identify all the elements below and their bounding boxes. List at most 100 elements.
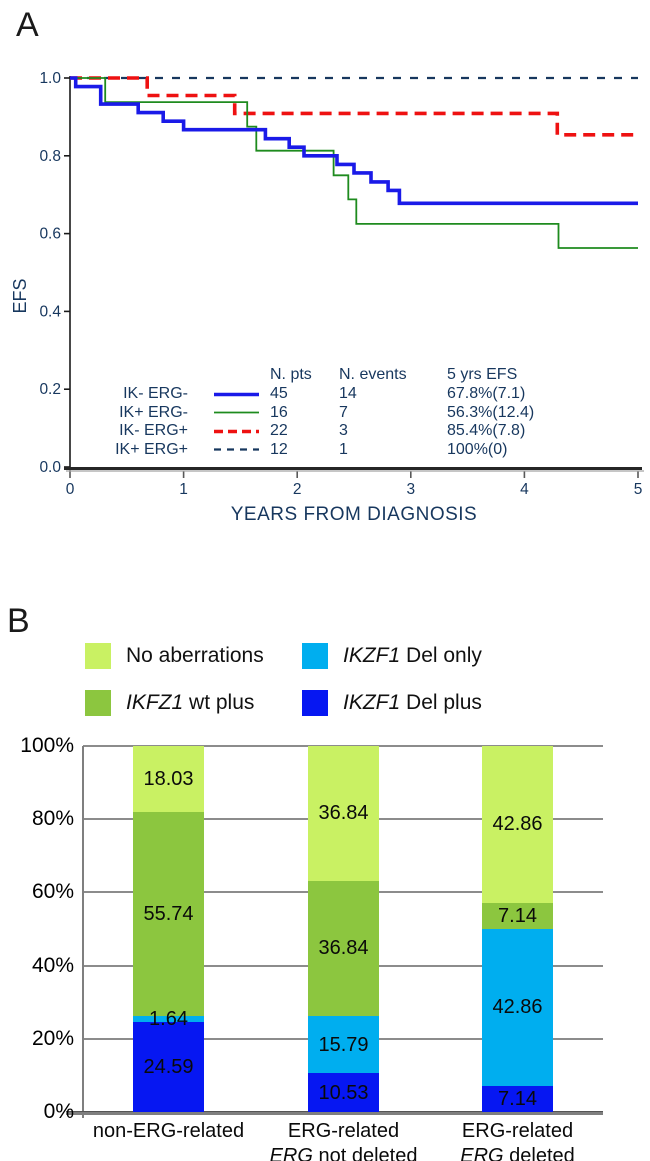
legend-header-row: N. pts N. events 5 yrs EFS — [110, 364, 550, 385]
legend-swatch — [302, 643, 328, 669]
legend-col-header: N. pts — [270, 365, 312, 383]
km-curve — [70, 76, 638, 137]
y-tick-label: 0.4 — [39, 303, 61, 320]
legend-efs: 100%(0) — [447, 440, 508, 458]
legend-line-sample — [188, 445, 270, 454]
bar-value-label: 24.59 — [143, 1056, 194, 1078]
y-axis — [82, 746, 84, 1118]
legend-n-pts: 16 — [270, 403, 288, 421]
bar-segment — [308, 746, 379, 881]
y-tick-label: 0.2 — [39, 381, 61, 398]
bar-value-label: 42.86 — [492, 813, 543, 836]
x-tick-label: 0 — [66, 481, 75, 498]
bar-value-label: 36.84 — [318, 937, 369, 960]
legend-row: IK- ERG- 45 14 67.8%(7.1) — [110, 385, 550, 404]
bar-segment — [133, 1022, 204, 1112]
legend-swatch — [85, 690, 111, 716]
legend-row: IK+ ERG+ 12 1 100%(0) — [110, 441, 550, 460]
category-label: ERG-related ERG deleted — [460, 1120, 575, 1161]
bar-value-label: 36.84 — [318, 802, 369, 825]
bar-value-label: 55.74 — [143, 902, 194, 925]
bar-value-label: 15.79 — [318, 1033, 369, 1056]
legend-n-events: 14 — [339, 385, 357, 403]
category-label: non-ERG-related — [92, 1120, 245, 1142]
bar-segment — [308, 1073, 379, 1112]
km-legend: N. pts N. events 5 yrs EFS IK- ERG- 45 14 67.8… — [110, 364, 550, 459]
bar-value-label: 42.86 — [492, 996, 543, 1019]
y-tick-label: 0.6 — [39, 226, 61, 243]
legend-row: IK+ ERG- 16 7 56.3%(12.4) — [110, 404, 550, 423]
legend-n-pts: 45 — [270, 385, 288, 403]
bar-value-label: 7.14 — [498, 1087, 537, 1110]
legend-row: IK- ERG+ 22 3 85.4%(7.8) — [110, 422, 550, 441]
y-tick-label: 100% — [20, 734, 74, 757]
x-tick-label: 3 — [406, 481, 415, 498]
legend-series-label: IK+ ERG+ — [115, 440, 188, 458]
legend-efs: 67.8%(7.1) — [447, 385, 526, 403]
bar-segment — [133, 746, 204, 812]
y-tick-label: 20% — [31, 1026, 74, 1050]
y-tick-label: 0.0 — [39, 459, 61, 476]
legend-n-pts: 12 — [270, 440, 288, 458]
bar-segment — [133, 1015, 204, 1022]
bar-segment — [482, 929, 553, 1086]
legend-col-header: N. events — [339, 365, 407, 383]
y-axis-title: EFS — [10, 278, 30, 313]
legend-item: IKZF1 Del only — [302, 643, 482, 669]
y-tick-label: 1.0 — [39, 70, 61, 87]
x-tick-label: 2 — [293, 481, 302, 498]
bar-segment — [482, 1085, 553, 1112]
legend-line-sample — [188, 390, 270, 399]
legend-swatch — [302, 690, 328, 716]
panel-a-label: A — [16, 6, 39, 44]
bar-plot: 0% 20% 40% 60% 80% 100% 24.59 1.64 55.74 18.03 10.… — [0, 590, 650, 1161]
panel-b-label: B — [7, 602, 30, 640]
legend-n-events: 3 — [339, 422, 348, 440]
bar-segment — [308, 1015, 379, 1074]
x-tick-label: 1 — [179, 481, 188, 498]
x-tick-label: 4 — [520, 481, 529, 498]
bar-legend: No aberrations IKZF1 Del only IKFZ1 wt plu… — [85, 643, 482, 716]
panel-a: A 0.0 0.2 0.4 0.6 0.8 1.0 0 1 2 3 4 5 EFS YEARS FROM … — [0, 0, 650, 560]
bar-segment — [308, 880, 379, 1016]
y-tick-label: 80% — [31, 807, 74, 831]
legend-n-events: 1 — [339, 440, 348, 458]
y-tick-label: 60% — [31, 880, 74, 904]
legend-label: IKFZ1 wt plus — [126, 691, 255, 714]
legend-item: IKZF1 Del plus — [302, 690, 482, 716]
y-tick-label: 0% — [43, 1100, 74, 1123]
bar-segment — [482, 902, 553, 929]
bar-value-label: 10.53 — [318, 1081, 369, 1104]
legend-label: IKZF1 Del only — [343, 644, 482, 667]
y-tick-label: 0.8 — [39, 148, 61, 165]
y-tick-label: 40% — [31, 953, 74, 977]
km-curve — [70, 77, 638, 249]
legend-item: IKFZ1 wt plus — [85, 690, 302, 716]
legend-line-sample — [188, 408, 270, 417]
legend-n-events: 7 — [339, 403, 348, 421]
legend-label: No aberrations — [126, 644, 264, 667]
legend-efs: 56.3%(12.4) — [447, 403, 535, 421]
legend-swatch — [85, 643, 111, 669]
legend-series-label: IK- ERG+ — [119, 422, 188, 440]
legend-col-header: 5 yrs EFS — [447, 365, 518, 383]
legend-series-label: IK- ERG- — [123, 385, 188, 403]
legend-line-sample — [188, 427, 270, 436]
km-curve — [70, 76, 638, 206]
legend-label: IKZF1 Del plus — [343, 691, 482, 714]
legend-series-label: IK+ ERG- — [119, 403, 188, 421]
bar-segment — [482, 746, 553, 903]
legend-n-pts: 22 — [270, 422, 288, 440]
bar-value-label: 7.14 — [498, 904, 537, 927]
category-label: ERG-related ERG not deleted — [269, 1120, 418, 1161]
panel-b: 0% 20% 40% 60% 80% 100% 24.59 1.64 55.74 18.03 10.… — [0, 590, 650, 1161]
x-tick-label: 5 — [634, 481, 643, 498]
bar-value-label: 18.03 — [143, 767, 194, 790]
bar-segment — [133, 811, 204, 1016]
bar-value-label: 1.64 — [149, 1007, 188, 1030]
legend-efs: 85.4%(7.8) — [447, 422, 526, 440]
x-axis-title: YEARS FROM DIAGNOSIS — [231, 504, 477, 525]
legend-item: No aberrations — [85, 643, 302, 669]
